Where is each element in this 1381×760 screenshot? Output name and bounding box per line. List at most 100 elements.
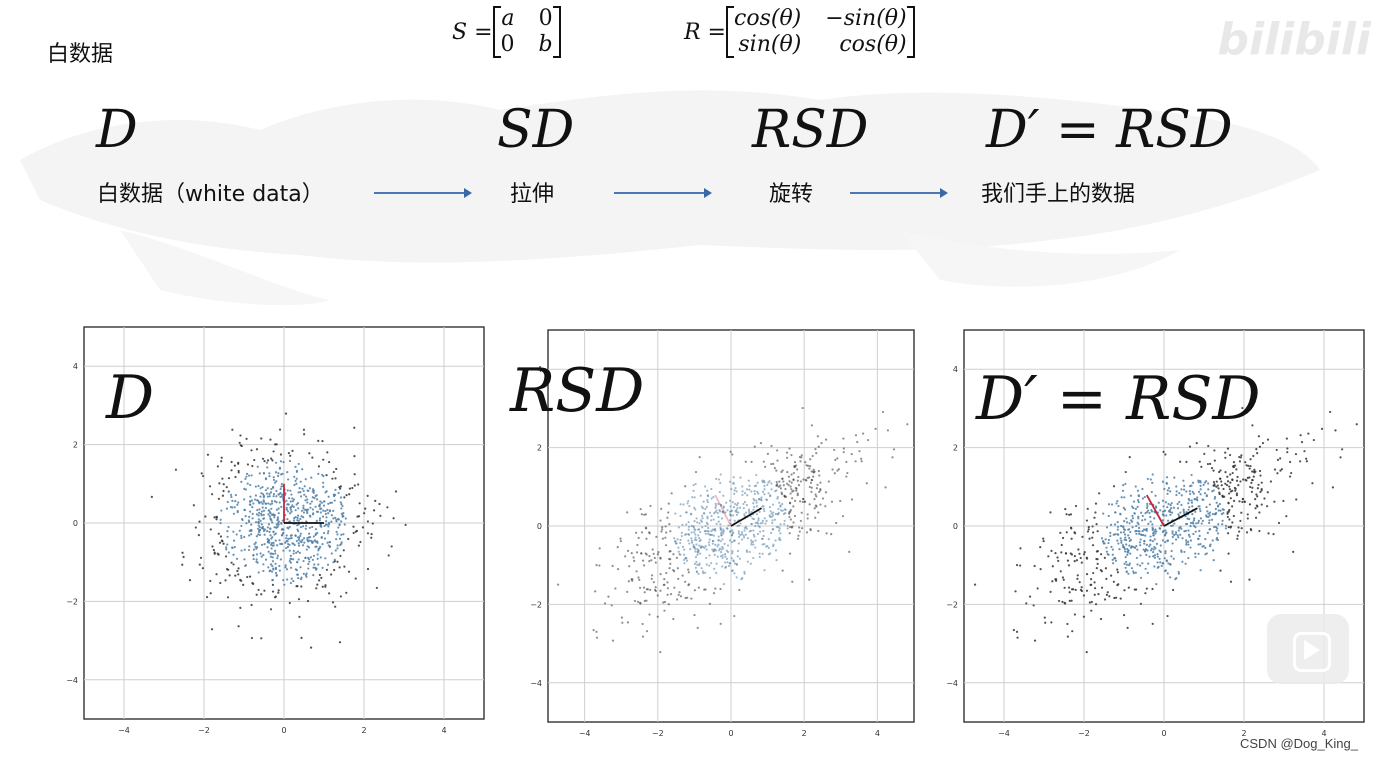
data-point [759, 522, 762, 525]
data-point [1259, 490, 1262, 494]
data-point [1114, 559, 1118, 562]
data-point [793, 461, 797, 464]
data-point [790, 481, 793, 484]
data-point [1127, 534, 1130, 537]
data-point [692, 526, 695, 529]
data-point [1028, 595, 1032, 598]
data-point [309, 502, 312, 505]
data-point [1199, 509, 1202, 513]
data-point [1232, 466, 1235, 469]
y-tick-label: 0 [537, 522, 542, 531]
data-point [288, 543, 291, 546]
data-point [1137, 499, 1140, 502]
data-point [1103, 598, 1107, 601]
data-point [637, 536, 640, 540]
play-button-icon[interactable] [1267, 614, 1349, 684]
data-point [1147, 522, 1150, 525]
data-point [710, 533, 714, 537]
data-point [744, 511, 748, 514]
data-point [220, 460, 223, 463]
data-point [239, 434, 242, 437]
data-point [1069, 513, 1073, 516]
data-point [242, 583, 245, 587]
data-point [635, 531, 638, 534]
data-point [800, 454, 803, 457]
data-point [750, 541, 753, 544]
data-point [1137, 515, 1140, 518]
data-point [654, 561, 657, 564]
data-point [259, 519, 262, 522]
data-point [315, 587, 318, 590]
data-point [248, 503, 251, 506]
data-point [1187, 529, 1190, 532]
data-point [766, 483, 769, 487]
data-point [679, 595, 683, 598]
data-point [854, 434, 858, 437]
data-point [1245, 479, 1248, 482]
data-point [752, 508, 755, 511]
data-point [260, 543, 264, 546]
data-point [1130, 545, 1134, 548]
data-point [269, 503, 272, 506]
data-point [653, 556, 656, 560]
data-point [693, 531, 696, 534]
data-point [1149, 515, 1152, 519]
data-point [687, 568, 690, 571]
data-point [699, 552, 702, 555]
data-point [1147, 562, 1150, 565]
data-point [238, 529, 241, 532]
data-point [813, 498, 816, 501]
data-point [1043, 616, 1046, 619]
data-point [1055, 579, 1058, 582]
data-point [1259, 474, 1262, 477]
data-point [215, 573, 218, 576]
data-point [225, 546, 228, 549]
data-point [771, 528, 774, 531]
x-tick-label: −2 [652, 729, 664, 738]
data-point [328, 541, 331, 544]
data-point [308, 487, 312, 490]
data-point [643, 513, 646, 516]
data-point [690, 597, 693, 600]
data-point [694, 555, 698, 559]
data-point [285, 508, 288, 511]
data-point [255, 513, 259, 516]
data-point [1123, 613, 1126, 617]
data-point [261, 457, 265, 460]
data-point [304, 527, 307, 530]
data-point [341, 515, 344, 518]
data-point [1194, 530, 1197, 533]
data-point [286, 545, 289, 548]
data-point [730, 509, 733, 513]
data-point [1195, 522, 1198, 525]
data-point [342, 549, 345, 552]
data-point [1171, 532, 1174, 535]
data-point [862, 432, 865, 435]
data-point [1245, 464, 1248, 467]
data-point [1235, 492, 1239, 495]
data-point [272, 530, 275, 533]
data-point [753, 505, 756, 509]
data-point [333, 499, 336, 502]
data-point [230, 561, 233, 564]
data-point [273, 526, 276, 529]
data-point [272, 476, 275, 479]
data-point [328, 592, 331, 595]
data-point [1152, 534, 1155, 537]
data-point [1014, 590, 1017, 593]
data-point [696, 551, 700, 554]
data-point [327, 525, 330, 528]
data-point [1123, 520, 1126, 523]
data-point [797, 475, 800, 479]
rotation-matrix-formula: R = cos(θ) −sin(θ) sin(θ) cos(θ) [684, 6, 915, 58]
data-point [854, 460, 857, 463]
data-point [1133, 512, 1136, 515]
data-point [779, 509, 783, 512]
data-point [1183, 511, 1186, 515]
data-point [842, 451, 845, 454]
data-point [1275, 448, 1278, 452]
data-point [687, 539, 690, 542]
data-point [667, 603, 670, 606]
data-point [227, 568, 230, 571]
data-point [312, 554, 316, 557]
